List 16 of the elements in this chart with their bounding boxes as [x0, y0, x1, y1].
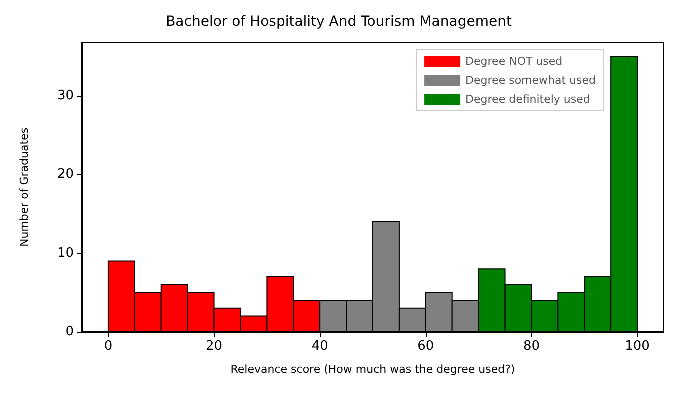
legend-label: Degree somewhat used [466, 74, 596, 87]
y-tick-label: 30 [57, 88, 74, 104]
legend-label: Degree NOT used [466, 55, 563, 68]
x-tick-label: 100 [625, 339, 650, 354]
y-axis-title: Number of Graduates [18, 128, 31, 248]
x-tick-label: 60 [418, 339, 434, 354]
legend-label: Degree definitely used [466, 93, 590, 106]
x-tick-label: 40 [312, 339, 328, 354]
chart-title: Bachelor of Hospitality And Tourism Management [166, 14, 512, 30]
y-tick-label: 0 [66, 324, 74, 340]
y-tick-label: 10 [57, 246, 74, 261]
x-tick-label: 0 [104, 339, 113, 354]
y-tick-label: 20 [57, 167, 74, 182]
x-tick-label: 80 [523, 339, 540, 354]
x-axis-title: Relevance score (How much was the degree used?) [230, 363, 516, 376]
x-tick-label: 20 [206, 339, 223, 354]
